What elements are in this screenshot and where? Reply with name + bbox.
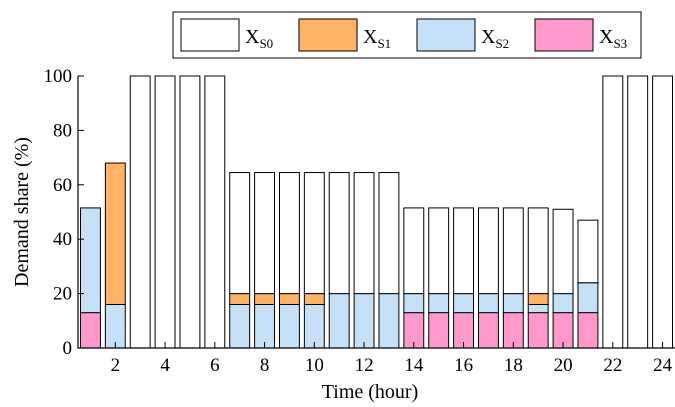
x-tick-label: 4 <box>160 355 170 376</box>
bar-segment-s1-hour-10 <box>303 293 325 305</box>
bar-segment-s2-hour-18 <box>502 293 524 314</box>
bar-segment-s1-hour-9 <box>278 293 300 305</box>
x-tick-label: 24 <box>653 355 673 376</box>
bar-segment-s0-hour-3 <box>129 75 151 349</box>
bar-segment-s2-hour-16 <box>453 293 475 314</box>
bar-segment-s3-hour-21 <box>577 312 599 349</box>
y-tick-label: 20 <box>53 284 72 305</box>
legend-swatch-s2 <box>416 18 476 52</box>
bar-segment-s3-hour-17 <box>477 312 499 349</box>
bar-segment-s0-hour-6 <box>204 75 226 349</box>
bar-segment-s0-hour-5 <box>179 75 201 349</box>
x-tick-label: 6 <box>210 355 220 376</box>
bar-segment-s3-hour-15 <box>428 312 450 349</box>
bar-segment-s0-hour-21 <box>577 219 599 284</box>
y-tick-label: 60 <box>53 175 72 196</box>
bar-segment-s2-hour-21 <box>577 282 599 314</box>
x-tick-label: 14 <box>404 355 424 376</box>
bar-segment-s2-hour-17 <box>477 293 499 314</box>
bar-segment-s2-hour-1 <box>79 207 101 314</box>
x-tick-label: 20 <box>554 355 573 376</box>
x-tick-label: 2 <box>111 355 121 376</box>
bar-segment-s2-hour-14 <box>403 293 425 314</box>
legend-swatch-s1 <box>298 18 358 52</box>
bar-segment-s0-hour-18 <box>502 207 524 295</box>
bar-segment-s2-hour-7 <box>229 303 251 349</box>
x-ticks: 2 4 6 8 10 12 14 16 18 20 22 24 <box>111 342 673 376</box>
bar-segment-s0-hour-7 <box>229 172 251 295</box>
y-tick-label: 0 <box>63 338 73 359</box>
bar-segment-s0-hour-11 <box>328 172 350 295</box>
x-tick-label: 12 <box>355 355 374 376</box>
y-ticks: 0 20 40 60 80 100 <box>44 66 84 359</box>
x-tick-label: 8 <box>260 355 270 376</box>
bar-segment-s3-hour-1 <box>79 312 101 349</box>
bar-segment-s2-hour-20 <box>552 293 574 314</box>
bar-segment-s0-hour-13 <box>378 172 400 295</box>
bar-segment-s0-hour-22 <box>602 75 624 349</box>
bar-segment-s2-hour-13 <box>378 293 400 349</box>
bar-segment-s2-hour-11 <box>328 293 350 349</box>
bar-segment-s0-hour-8 <box>254 172 276 295</box>
bar-segment-s0-hour-16 <box>453 207 475 295</box>
bar-segment-s2-hour-8 <box>254 303 276 349</box>
x-tick-label: 10 <box>305 355 324 376</box>
bar-segment-s0-hour-24 <box>652 75 674 349</box>
x-tick-label: 16 <box>454 355 473 376</box>
bar-segment-s0-hour-14 <box>403 207 425 295</box>
bar-segment-s0-hour-19 <box>527 207 549 295</box>
bar-segment-s1-hour-8 <box>254 293 276 305</box>
bars-layer <box>79 75 674 349</box>
bar-segment-s2-hour-10 <box>303 303 325 349</box>
legend-swatch-s0 <box>180 18 240 52</box>
y-tick-label: 100 <box>44 66 73 87</box>
y-axis-label: Demand share (%) <box>11 137 33 287</box>
bar-segment-s1-hour-19 <box>527 293 549 305</box>
bar-segment-s2-hour-2 <box>104 303 126 349</box>
bar-segment-s0-hour-12 <box>353 172 375 295</box>
legend-swatch-s3 <box>534 18 594 52</box>
y-tick-label: 40 <box>53 229 72 250</box>
x-tick-label: 22 <box>603 355 622 376</box>
y-tick-label: 80 <box>53 120 72 141</box>
bar-segment-s0-hour-9 <box>278 172 300 295</box>
x-tick-label: 18 <box>504 355 523 376</box>
bar-segment-s0-hour-15 <box>428 207 450 295</box>
bar-segment-s1-hour-7 <box>229 293 251 305</box>
bar-segment-s0-hour-4 <box>154 75 176 349</box>
bar-segment-s3-hour-19 <box>527 312 549 349</box>
bar-segment-s0-hour-23 <box>627 75 649 349</box>
bar-segment-s2-hour-9 <box>278 303 300 349</box>
x-axis-label: Time (hour) <box>322 381 418 403</box>
bar-segment-s2-hour-19 <box>527 303 549 314</box>
bar-segment-s0-hour-10 <box>303 172 325 295</box>
bar-segment-s2-hour-12 <box>353 293 375 349</box>
legend: XS0 XS1 XS2 XS3 <box>172 11 642 59</box>
bar-segment-s1-hour-2 <box>104 162 126 305</box>
bar-segment-s0-hour-17 <box>477 207 499 295</box>
bar-segment-s2-hour-15 <box>428 293 450 314</box>
bar-segment-s0-hour-20 <box>552 208 574 295</box>
